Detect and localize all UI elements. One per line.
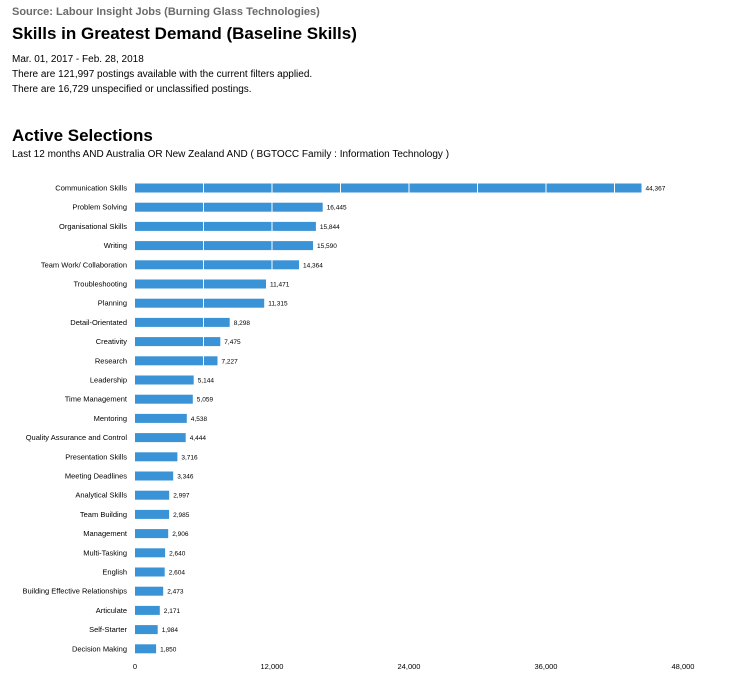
bar [135, 337, 221, 347]
value-label: 16,445 [327, 205, 347, 212]
bar [135, 452, 178, 462]
value-label: 5,144 [198, 378, 215, 385]
value-label: 1,984 [162, 627, 179, 634]
value-label: 7,475 [224, 339, 241, 346]
bar [135, 433, 186, 443]
value-label: 3,716 [181, 454, 198, 461]
bar [135, 183, 642, 193]
bar [135, 202, 323, 212]
category-label: Meeting Deadlines [65, 472, 127, 481]
value-label: 2,906 [172, 531, 189, 538]
category-label: Self-Starter [89, 625, 127, 634]
bar [135, 586, 164, 596]
value-label: 44,367 [646, 186, 666, 193]
bar [135, 548, 166, 558]
unclassified-postings-text: There are 16,729 unspecified or unclassi… [12, 84, 252, 95]
value-label: 4,444 [190, 435, 207, 442]
category-label: Detail-Orientated [70, 318, 127, 327]
category-label: Team Work/ Collaboration [41, 260, 127, 269]
bar [135, 509, 170, 519]
category-label: Writing [104, 241, 127, 250]
value-label: 7,227 [222, 358, 239, 365]
date-range: Mar. 01, 2017 - Feb. 28, 2018 [12, 54, 144, 65]
value-label: 15,590 [317, 243, 337, 250]
x-tick-label: 24,000 [398, 662, 421, 671]
category-label: Mentoring [94, 414, 127, 423]
value-label: 11,315 [268, 301, 288, 308]
bar [135, 375, 194, 385]
bar [135, 260, 299, 270]
x-axis-ticks: 0 12,000 24,000 36,000 48,000 [133, 662, 695, 671]
value-label: 8,298 [234, 320, 251, 327]
bars-layer [135, 183, 642, 654]
category-label: Troubleshooting [73, 280, 127, 289]
bar [135, 605, 160, 615]
bar [135, 241, 313, 251]
value-label: 2,985 [173, 512, 190, 519]
value-label: 11,471 [270, 282, 290, 289]
category-label: Research [95, 356, 127, 365]
value-label: 2,997 [173, 493, 190, 500]
bar [135, 221, 316, 231]
bar [135, 529, 169, 539]
category-label: Communication Skills [55, 184, 127, 193]
category-label: Planning [98, 299, 127, 308]
bar [135, 644, 157, 654]
value-label: 4,538 [191, 416, 208, 423]
category-label: Articulate [96, 606, 127, 615]
category-label: Decision Making [72, 644, 127, 653]
category-label: Analytical Skills [75, 491, 127, 500]
bar [135, 490, 170, 500]
x-tick-label: 48,000 [672, 662, 695, 671]
value-label: 2,604 [169, 570, 186, 577]
value-label: 3,346 [177, 474, 194, 481]
labels-layer: Communication Skills 44,367 Problem Solvin… [22, 184, 665, 654]
value-label: 15,844 [320, 224, 340, 231]
category-label: Organisational Skills [59, 222, 127, 231]
x-tick-label: 12,000 [261, 662, 284, 671]
category-label: Problem Solving [72, 203, 127, 212]
active-selections-title: Active Selections [12, 126, 153, 145]
postings-available-text: There are 121,997 postings available wit… [12, 69, 313, 80]
bar [135, 279, 266, 289]
bar [135, 567, 165, 577]
bar [135, 625, 158, 635]
bar [135, 317, 230, 327]
x-tick-label: 0 [133, 662, 137, 671]
category-label: Multi-Tasking [83, 548, 127, 557]
category-label: Management [83, 529, 128, 538]
category-label: Leadership [90, 376, 127, 385]
category-label: Team Building [80, 510, 127, 519]
x-tick-label: 36,000 [535, 662, 558, 671]
category-label: Presentation Skills [65, 452, 127, 461]
category-label: English [102, 568, 127, 577]
value-label: 2,640 [169, 550, 186, 557]
category-label: Creativity [96, 337, 128, 346]
value-label: 2,171 [164, 608, 181, 615]
category-label: Quality Assurance and Control [26, 433, 128, 442]
bar [135, 394, 193, 404]
gridlines-layer [203, 180, 615, 657]
value-label: 5,059 [197, 397, 214, 404]
value-label: 2,473 [167, 589, 184, 596]
value-label: 14,364 [303, 262, 323, 269]
value-label: 1,850 [160, 646, 177, 653]
bar [135, 298, 265, 308]
source-text: Source: Labour Insight Jobs (Burning Gla… [12, 6, 320, 18]
category-label: Time Management [65, 395, 128, 404]
bar [135, 356, 218, 366]
bar [135, 471, 174, 481]
active-selections-text: Last 12 months AND Australia OR New Zeal… [12, 149, 450, 160]
category-label: Building Effective Relationships [22, 587, 127, 596]
bar [135, 413, 187, 423]
page-title: Skills in Greatest Demand (Baseline Skil… [12, 24, 357, 43]
